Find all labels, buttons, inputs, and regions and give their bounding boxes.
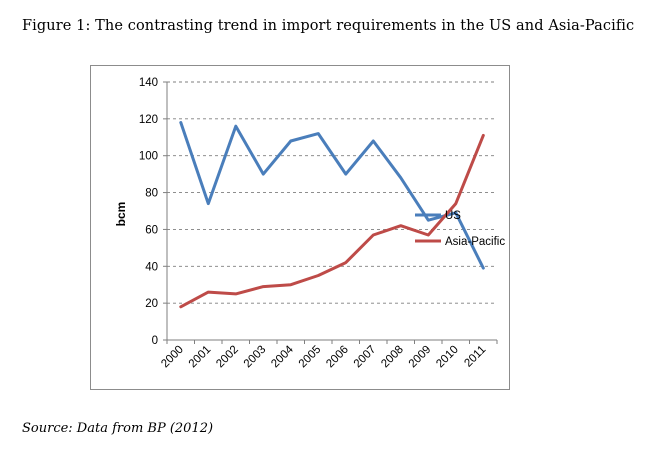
x-tick-label: 2004 [269,343,296,370]
series-lines [179,121,485,309]
x-tick-label: 2001 [187,344,214,371]
x-tick-label: 2009 [407,344,434,371]
gridlines [167,81,497,304]
x-tick-label: 2002 [214,344,241,371]
figure-title: Figure 1: The contrasting trend in impor… [22,18,635,34]
source-note: Source: Data from BP (2012) [22,421,214,436]
legend-label: Asia-Pacific [445,236,505,248]
y-axis-label: bcm [114,202,128,227]
legend-label: US [445,210,461,222]
series-line-us [179,121,485,270]
y-tick-label: 100 [139,151,158,163]
y-tick-label: 0 [152,335,158,347]
legend: US Asia-Pacific [415,210,505,248]
x-tick-label: 2011 [462,344,488,370]
y-tick-label: 20 [145,298,158,310]
y-tick-label: 140 [139,77,158,89]
x-tick-label: 2000 [159,344,186,371]
x-tick-label: 2003 [242,344,269,371]
chart-frame: 0 20 40 60 80 100 120 140 2000 2001 2002 2003 2004 2… [90,65,510,390]
y-tick-label: 60 [145,224,158,236]
y-tick-labels: 0 20 40 60 80 100 120 140 [139,77,158,347]
y-tick-label: 80 [145,188,158,200]
y-tick-label: 120 [139,114,158,126]
y-tick-label: 40 [145,261,158,273]
x-tick-label: 2006 [324,344,351,371]
x-tick-label: 2010 [434,344,461,371]
x-tick-labels: 2000 2001 2002 2003 2004 2005 2006 2007 2008 2009… [159,343,488,370]
axes [163,81,498,344]
x-tick-label: 2005 [297,344,324,371]
x-tick-label: 2008 [379,344,406,371]
x-tick-label: 2007 [352,344,379,371]
series-line-asia-pacific [179,133,485,309]
